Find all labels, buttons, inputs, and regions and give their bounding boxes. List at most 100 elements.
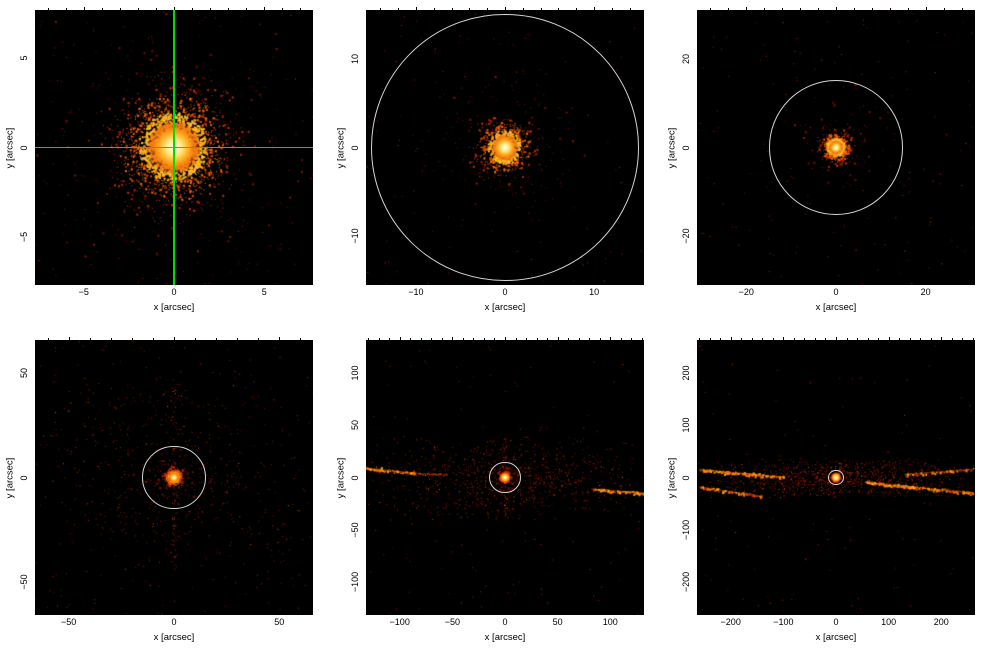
axis-tick [576, 8, 578, 10]
axis-tick [568, 338, 570, 340]
y-axis-label: y [arcsec] [335, 457, 347, 498]
axis-tick [951, 338, 953, 340]
plot-area-fov-264-arcsec [697, 340, 975, 615]
x-axis-label: x [arcsec] [484, 302, 526, 313]
x-tick-label: −100 [773, 617, 794, 627]
panel-fov-132-arcsec: −100 −50 0 50 100 −100 −50 0 50 100 x [arcsec] y [a… [331, 330, 662, 660]
crosshair-vertical-line [173, 10, 175, 285]
axis-tick [814, 338, 816, 340]
axis-tick [505, 337, 506, 340]
x-tick-label: 100 [881, 617, 897, 627]
y-tick-label: −200 [681, 571, 691, 592]
axis-tick [836, 7, 837, 10]
axis-tick [137, 8, 139, 10]
panel-fov-15-arcsec: −10 0 10 −10 0 10 x [arcsec] y [arcsec] [331, 0, 662, 330]
y-tick-label: 5 [19, 55, 29, 61]
axis-tick [594, 7, 596, 10]
y-tick-label: 0 [681, 474, 691, 481]
axis-tick [441, 338, 443, 340]
extraction-region-circle [371, 13, 639, 282]
x-tick-label: 50 [552, 617, 563, 627]
axis-tick [452, 337, 454, 340]
y-tick-label: −100 [681, 519, 691, 540]
axis-tick [751, 338, 753, 340]
extraction-region-circle [768, 80, 904, 215]
axis-tick [972, 338, 974, 340]
axis-tick [818, 8, 820, 10]
axis-tick [89, 338, 91, 340]
axis-tick [889, 8, 891, 10]
axis-tick [540, 8, 542, 10]
y-tick-label: 0 [350, 474, 360, 481]
axis-tick [620, 338, 622, 340]
axis-tick [282, 8, 284, 10]
y-axis-label: y [arcsec] [666, 457, 678, 498]
x-tick-label: 0 [502, 617, 508, 627]
y-tick-label: −20 [681, 228, 691, 244]
axis-tick [793, 338, 795, 340]
axis-tick [462, 338, 464, 340]
y-tick-label: 0 [350, 144, 360, 151]
axis-tick [909, 338, 911, 340]
axis-tick [536, 338, 538, 340]
x-axis-label: x [arcsec] [815, 632, 857, 643]
x-axis-label: x [arcsec] [484, 632, 526, 643]
axis-tick [836, 337, 837, 340]
axis-tick [83, 7, 85, 10]
axis-tick [800, 8, 802, 10]
y-tick-label: −50 [350, 521, 360, 538]
x-tick-label: −200 [720, 617, 741, 627]
panel-fov-8-arcsec: −5 0 5 −5 0 5 x [arcsec] y [arcsec] [0, 0, 331, 330]
axis-tick [547, 338, 549, 340]
axis-tick [846, 338, 848, 340]
axis-tick [558, 8, 560, 10]
axis-tick [804, 338, 806, 340]
axis-tick [47, 8, 49, 10]
axis-tick [210, 8, 212, 10]
axis-tick [962, 338, 964, 340]
x-tick-label: 0 [171, 287, 177, 297]
axis-tick [941, 337, 943, 340]
axis-tick [300, 8, 302, 10]
x-tick-label: 200 [933, 617, 949, 627]
axis-tick [526, 338, 528, 340]
x-tick-label: −50 [61, 617, 77, 627]
extraction-region-circle [489, 461, 521, 494]
panel-fov-31-arcsec: −20 0 20 −20 0 20 x [arcsec] y [arcsec] [662, 0, 993, 330]
x-tick-label: −50 [444, 617, 460, 627]
axis-tick [629, 8, 631, 10]
axis-tick [155, 8, 157, 10]
axis-tick [764, 8, 766, 10]
axis-tick [961, 8, 963, 10]
axis-tick [589, 338, 591, 340]
axis-tick [515, 338, 517, 340]
axis-tick [578, 338, 580, 340]
axis-tick [399, 337, 401, 340]
axis-tick [720, 338, 722, 340]
x-tick-label: −20 [738, 287, 754, 297]
axis-tick [943, 8, 945, 10]
axis-tick [152, 338, 154, 340]
x-tick-label: 20 [920, 287, 931, 297]
axis-tick [783, 337, 785, 340]
plot-area-fov-8-arcsec [35, 10, 313, 285]
axis-tick [389, 338, 391, 340]
y-tick-label: 50 [19, 368, 29, 379]
x-axis-label: x [arcsec] [153, 632, 195, 643]
axis-tick [730, 337, 732, 340]
axis-tick [611, 8, 613, 10]
y-tick-label: 10 [350, 54, 360, 65]
plot-area-fov-15-arcsec [366, 10, 644, 285]
axis-tick [853, 8, 855, 10]
axis-tick [930, 338, 932, 340]
axis-tick [762, 338, 764, 340]
x-tick-label: −10 [408, 287, 424, 297]
axis-tick [192, 8, 194, 10]
y-axis-label: y [arcsec] [4, 127, 16, 168]
axis-tick [483, 338, 485, 340]
axis-tick [857, 338, 859, 340]
axis-tick [610, 337, 612, 340]
axis-tick [415, 7, 417, 10]
y-tick-label: 100 [350, 365, 360, 381]
axis-tick [925, 7, 927, 10]
